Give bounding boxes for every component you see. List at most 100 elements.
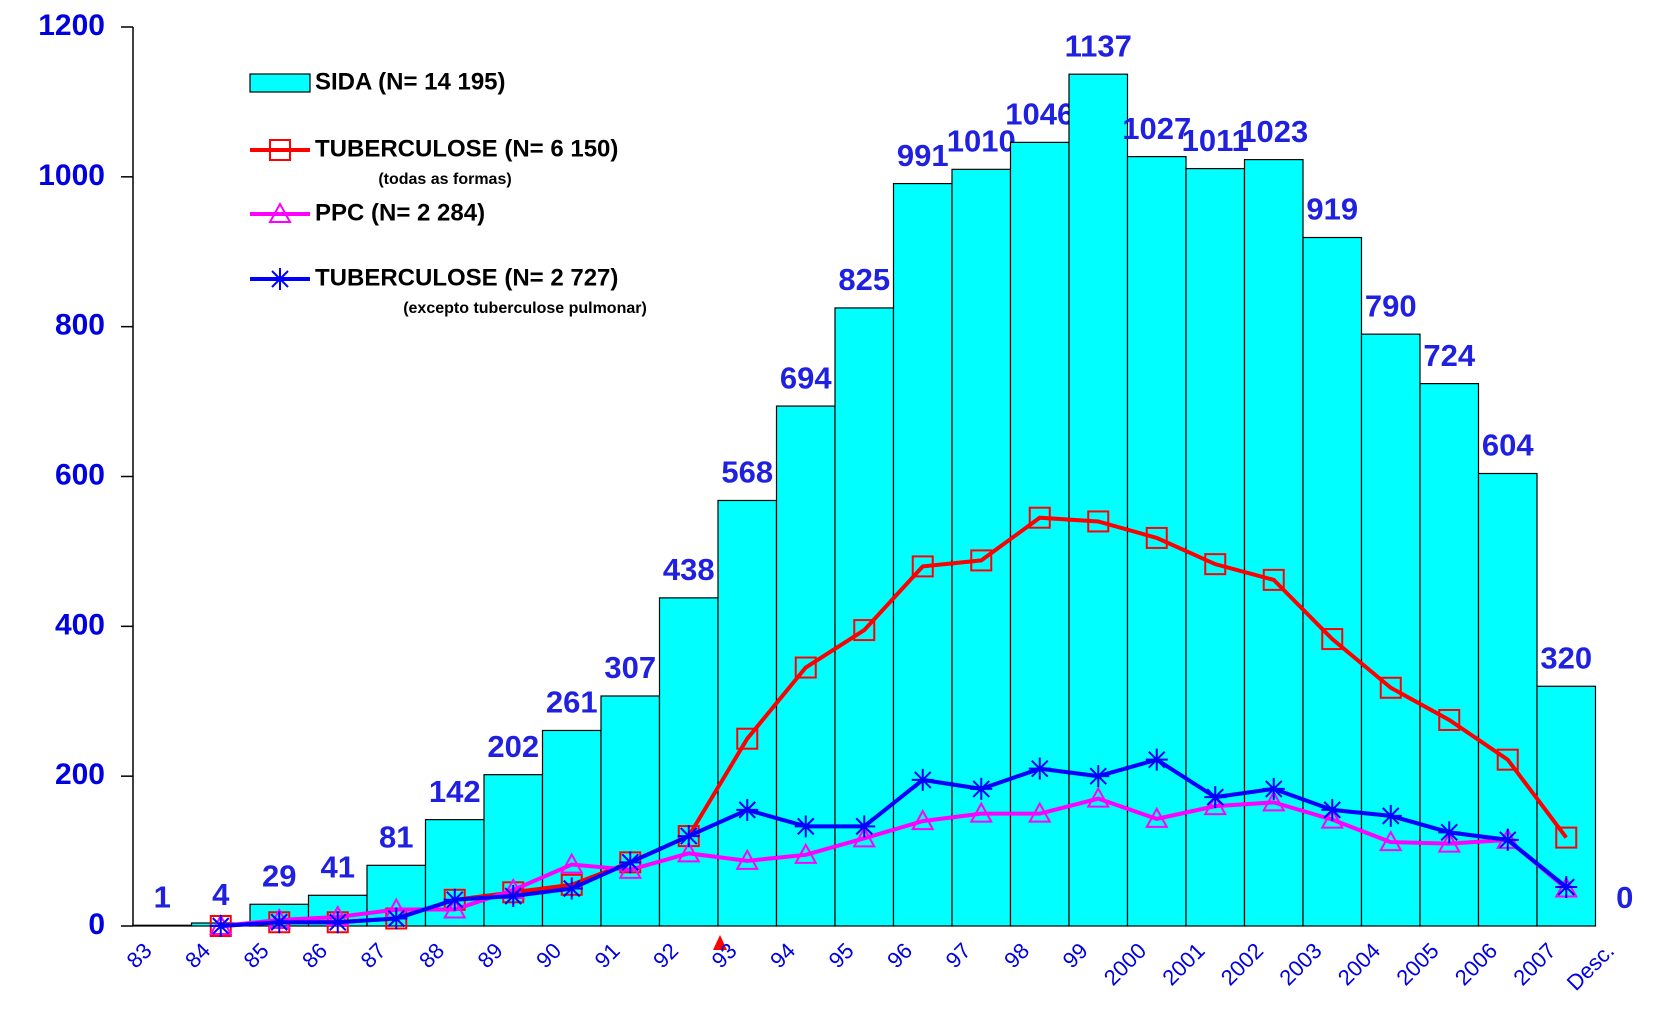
value-label: 307 xyxy=(604,650,656,685)
marker xyxy=(735,848,759,870)
marker xyxy=(619,851,642,874)
marker xyxy=(1379,676,1402,699)
value-label: 1046 xyxy=(1005,97,1074,132)
x-tick-label: 99 xyxy=(1058,938,1093,973)
legend-item: SIDA (N= 14 195) xyxy=(249,68,506,95)
marker xyxy=(1438,821,1461,844)
marker xyxy=(1028,757,1051,780)
value-label: 142 xyxy=(429,774,481,809)
y-tick-label: 1000 xyxy=(38,159,105,192)
value-label: 202 xyxy=(487,729,539,764)
marker xyxy=(794,656,817,679)
bar xyxy=(892,182,953,927)
marker-arrow xyxy=(713,935,727,950)
x-tick-label: 2001 xyxy=(1157,938,1209,990)
marker xyxy=(1204,786,1227,809)
marker xyxy=(1204,553,1227,576)
marker xyxy=(794,842,818,864)
marker xyxy=(443,897,467,919)
value-label: 1011 xyxy=(1182,123,1249,158)
x-tick-label: 2002 xyxy=(1216,938,1268,990)
value-label: 724 xyxy=(1423,338,1475,373)
marker xyxy=(1086,786,1110,808)
marker xyxy=(1379,804,1402,827)
marker xyxy=(1321,628,1344,651)
marker xyxy=(1321,798,1344,821)
marker xyxy=(736,798,759,821)
x-tick-label: 2003 xyxy=(1274,938,1326,990)
marker xyxy=(1437,831,1461,853)
marker xyxy=(1087,765,1110,788)
line xyxy=(220,796,1568,928)
bar xyxy=(1302,236,1363,927)
value-label: 320 xyxy=(1540,640,1592,675)
x-tick-label: 84 xyxy=(180,938,215,973)
value-label: 825 xyxy=(838,262,890,297)
x-tick-label: 93 xyxy=(707,938,742,973)
marker xyxy=(1496,748,1519,771)
x-tick-label: 94 xyxy=(765,938,800,973)
x-tick-label: 2006 xyxy=(1450,938,1502,990)
value-label: 0 xyxy=(1616,880,1633,915)
x-tick-label: 96 xyxy=(882,938,917,973)
x-tick-label: 85 xyxy=(239,938,274,973)
bar xyxy=(1126,156,1187,927)
bar xyxy=(658,597,719,927)
value-label: 1 xyxy=(154,879,171,914)
marker xyxy=(969,801,993,823)
marker xyxy=(677,825,700,848)
marker xyxy=(911,768,934,791)
marker xyxy=(1028,801,1052,823)
x-tick-label: 87 xyxy=(356,938,391,973)
legend-note: (todas as formas) xyxy=(378,171,511,188)
legend-label: SIDA (N= 14 195) xyxy=(315,68,506,95)
value-label: 1137 xyxy=(1065,28,1132,63)
value-label: 1010 xyxy=(947,124,1016,159)
marker xyxy=(1555,876,1578,899)
bar xyxy=(600,695,661,927)
marker xyxy=(385,907,408,930)
value-label: 1023 xyxy=(1239,114,1308,149)
x-tick-label: 2005 xyxy=(1391,938,1443,990)
marker xyxy=(794,815,817,838)
value-label: 4 xyxy=(212,877,230,912)
value-label: 568 xyxy=(721,455,773,490)
marker xyxy=(502,885,525,908)
marker xyxy=(1028,506,1051,529)
marker xyxy=(1262,568,1285,591)
marker xyxy=(1145,806,1169,828)
legend-label: PPC (N= 2 284) xyxy=(315,199,485,226)
marker xyxy=(1320,807,1344,829)
value-label: 1027 xyxy=(1122,111,1191,146)
legend-label: TUBERCULOSE (N= 6 150) xyxy=(315,135,618,162)
marker xyxy=(1203,794,1227,816)
legend-item: PPC (N= 2 284) xyxy=(250,199,485,226)
marker xyxy=(911,555,934,578)
marker xyxy=(269,268,291,290)
marker xyxy=(853,619,876,642)
x-tick-label: Desc. xyxy=(1562,938,1619,995)
marker xyxy=(443,888,466,911)
legend-note: (excepto tuberculose pulmonar) xyxy=(403,300,647,317)
x-tick-label: 2004 xyxy=(1333,938,1385,990)
marker xyxy=(852,826,876,848)
bar xyxy=(1360,333,1421,927)
x-tick-label: 97 xyxy=(941,938,976,973)
value-label: 261 xyxy=(546,685,598,720)
marker xyxy=(970,777,993,800)
legend-item: TUBERCULOSE (N= 2 727) (excepto tuberculo… xyxy=(250,264,647,317)
line-series xyxy=(209,786,1578,935)
marker xyxy=(1087,510,1110,533)
x-tick-label: 95 xyxy=(824,938,859,973)
line-series xyxy=(209,748,1578,937)
marker xyxy=(1262,777,1285,800)
y-tick-label: 200 xyxy=(55,758,105,791)
y-tick-label: 0 xyxy=(88,908,105,941)
marker xyxy=(560,852,584,874)
value-label: 694 xyxy=(780,360,832,395)
y-tick-label: 400 xyxy=(55,608,105,641)
marker xyxy=(911,809,935,831)
marker xyxy=(560,877,583,900)
legend-item: TUBERCULOSE (N= 6 150) (todas as formas) xyxy=(250,135,618,188)
